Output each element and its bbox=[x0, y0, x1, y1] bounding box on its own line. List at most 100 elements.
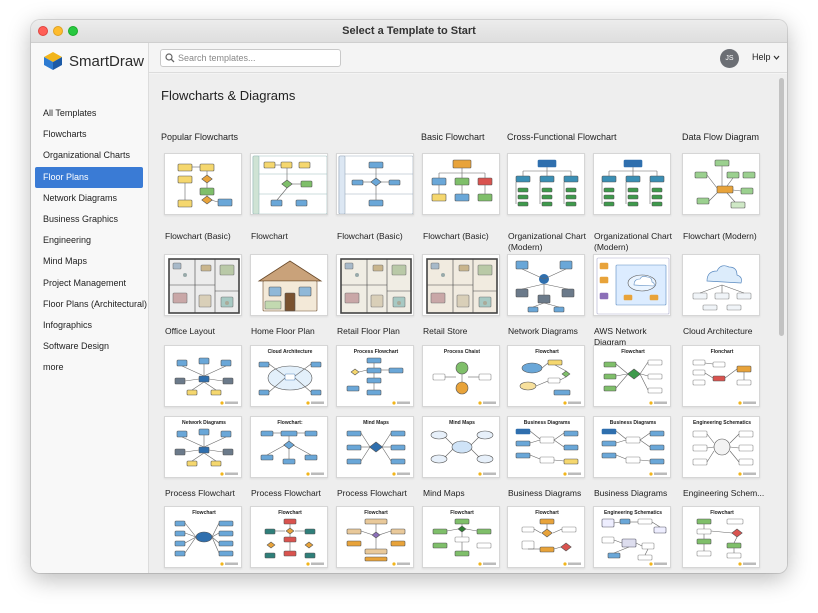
template-card[interactable] bbox=[250, 153, 328, 215]
template-caption[interactable]: Flowchart (Basic) bbox=[165, 231, 231, 241]
thumbnail-header: Flowchart bbox=[621, 349, 645, 355]
template-caption[interactable]: Business Diagrams bbox=[508, 488, 582, 498]
template-card[interactable] bbox=[422, 153, 500, 215]
page-title: Flowcharts & Diagrams bbox=[161, 88, 296, 103]
template-caption[interactable]: Business Diagrams bbox=[594, 488, 668, 498]
sidebar-item-engineering[interactable]: Engineering bbox=[43, 235, 92, 246]
template-thumbnail bbox=[168, 258, 240, 314]
sidebar: SmartDraw All Templates Flowcharts Organiz… bbox=[31, 43, 149, 573]
sidebar-item-floor-plans[interactable]: Floor Plans bbox=[35, 166, 143, 188]
sidebar-item-all-templates[interactable]: All Templates bbox=[43, 108, 97, 118]
template-thumbnail: Process Flowchart bbox=[346, 349, 410, 405]
template-card[interactable]: Business Diagrams bbox=[507, 416, 585, 478]
search-box[interactable] bbox=[160, 49, 341, 67]
template-card[interactable]: Mind Maps bbox=[336, 416, 414, 478]
sidebar-item-project-management[interactable]: Project Management bbox=[43, 277, 127, 288]
chevron-down-icon bbox=[773, 55, 779, 60]
template-card[interactable] bbox=[422, 254, 500, 316]
template-card[interactable]: Engineering Schematics bbox=[593, 506, 671, 568]
template-card[interactable]: Mind Maps bbox=[422, 416, 500, 478]
template-thumbnail bbox=[596, 257, 670, 315]
template-card[interactable]: Flowchart bbox=[250, 506, 328, 568]
thumbnail-header: Business Diagrams bbox=[610, 420, 657, 426]
template-thumbnail: Cloud Architecture bbox=[258, 349, 324, 405]
template-caption[interactable]: Flowchart bbox=[251, 231, 288, 241]
template-card[interactable]: Process Chaist bbox=[422, 345, 500, 407]
template-caption[interactable]: Process Flowchart bbox=[337, 488, 407, 498]
template-card[interactable]: Process Flowchart bbox=[336, 345, 414, 407]
sidebar-item-infographics[interactable]: Infographics bbox=[43, 319, 93, 330]
close-window-button[interactable] bbox=[38, 26, 48, 36]
template-card[interactable]: Flowchart bbox=[422, 506, 500, 568]
template-caption[interactable]: Home Floor Plan bbox=[251, 326, 315, 336]
sidebar-item-business-graphics[interactable]: Business Graphics bbox=[43, 213, 119, 224]
template-card[interactable]: Network Diagrams bbox=[164, 416, 242, 478]
template-card[interactable] bbox=[593, 254, 671, 316]
template-thumbnail: Engineering Schematics bbox=[692, 420, 756, 476]
template-caption[interactable]: Mind Maps bbox=[423, 488, 465, 498]
template-caption[interactable]: Organizational Chart (Modern) bbox=[594, 231, 672, 252]
template-card[interactable] bbox=[682, 153, 760, 215]
user-avatar[interactable]: JS bbox=[720, 49, 739, 68]
template-card[interactable]: Flowchart bbox=[164, 506, 242, 568]
sidebar-item-mind-maps[interactable]: Mind Maps bbox=[43, 256, 88, 267]
template-card[interactable] bbox=[682, 254, 760, 316]
section-heading-data-flow: Data Flow Diagram bbox=[682, 132, 760, 142]
template-card[interactable]: Flowchart bbox=[507, 506, 585, 568]
template-caption[interactable]: Office Layout bbox=[165, 326, 215, 336]
sidebar-item-organizational-charts[interactable]: Organizational Charts bbox=[43, 150, 131, 161]
template-card[interactable]: Flonchart bbox=[682, 345, 760, 407]
template-caption[interactable]: Cloud Architecture bbox=[683, 326, 753, 336]
sidebar-item-floor-plans-architectural[interactable]: Floor Plans (Architectural) bbox=[43, 298, 148, 309]
template-caption[interactable]: Engineering Schem... bbox=[683, 488, 765, 498]
window-controls bbox=[38, 26, 78, 36]
template-card[interactable] bbox=[164, 345, 242, 407]
template-card[interactable] bbox=[250, 254, 328, 316]
template-thumbnail bbox=[694, 159, 756, 209]
search-input[interactable] bbox=[178, 53, 328, 63]
brand-logo: SmartDraw bbox=[43, 51, 144, 71]
template-card[interactable]: Flowchart: bbox=[250, 416, 328, 478]
sidebar-item-software-design[interactable]: Software Design bbox=[43, 341, 110, 352]
template-card[interactable] bbox=[336, 254, 414, 316]
template-caption[interactable]: Flowchart (Modern) bbox=[683, 231, 757, 241]
sidebar-item-flowcharts[interactable]: Flowcharts bbox=[43, 129, 87, 140]
template-thumbnail bbox=[257, 260, 323, 312]
template-caption[interactable]: Process Flowchart bbox=[251, 488, 321, 498]
minimize-window-button[interactable] bbox=[53, 26, 63, 36]
template-thumbnail: Process Chaist bbox=[432, 349, 496, 405]
template-card[interactable]: Flowchart bbox=[682, 506, 760, 568]
template-caption[interactable]: Flowchart (Basic) bbox=[337, 231, 403, 241]
template-card[interactable] bbox=[593, 153, 671, 215]
template-thumbnail: Mind Maps bbox=[346, 420, 410, 476]
template-card[interactable] bbox=[164, 153, 242, 215]
zoom-window-button[interactable] bbox=[68, 26, 78, 36]
help-menu[interactable]: Help bbox=[752, 52, 780, 62]
template-card[interactable]: Flowchart bbox=[593, 345, 671, 407]
scrollbar[interactable] bbox=[779, 78, 784, 336]
template-caption[interactable]: Flowchart (Basic) bbox=[423, 231, 489, 241]
template-caption[interactable]: Network Diagrams bbox=[508, 326, 578, 336]
thumbnail-header: Process Flowchart bbox=[354, 349, 399, 355]
template-card[interactable] bbox=[164, 254, 242, 316]
template-caption[interactable]: Retail Floor Plan bbox=[337, 326, 400, 336]
template-card[interactable] bbox=[507, 153, 585, 215]
template-thumbnail bbox=[174, 357, 238, 405]
template-card[interactable]: Cloud Architecture bbox=[250, 345, 328, 407]
template-thumbnail: Flowchart: bbox=[260, 420, 324, 476]
template-thumbnail: Network Diagrams bbox=[174, 420, 238, 476]
template-thumbnail bbox=[338, 155, 413, 214]
template-card[interactable] bbox=[336, 153, 414, 215]
template-caption[interactable]: Retail Store bbox=[423, 326, 468, 336]
template-card[interactable] bbox=[507, 254, 585, 316]
template-thumbnail bbox=[692, 265, 752, 311]
sidebar-item-network-diagrams[interactable]: Network Diagrams bbox=[43, 192, 118, 203]
template-card[interactable]: Flowchart bbox=[507, 345, 585, 407]
template-caption[interactable]: Organizational Chart (Modern) bbox=[508, 231, 586, 252]
template-card[interactable]: Business Diagrams bbox=[593, 416, 671, 478]
template-caption[interactable]: Process Flowchart bbox=[165, 488, 235, 498]
template-card[interactable]: Flowchart bbox=[336, 506, 414, 568]
sidebar-item-more[interactable]: more bbox=[43, 362, 64, 373]
template-card[interactable]: Engineering Schematics bbox=[682, 416, 760, 478]
template-caption[interactable]: AWS Network Diagram bbox=[594, 326, 647, 347]
